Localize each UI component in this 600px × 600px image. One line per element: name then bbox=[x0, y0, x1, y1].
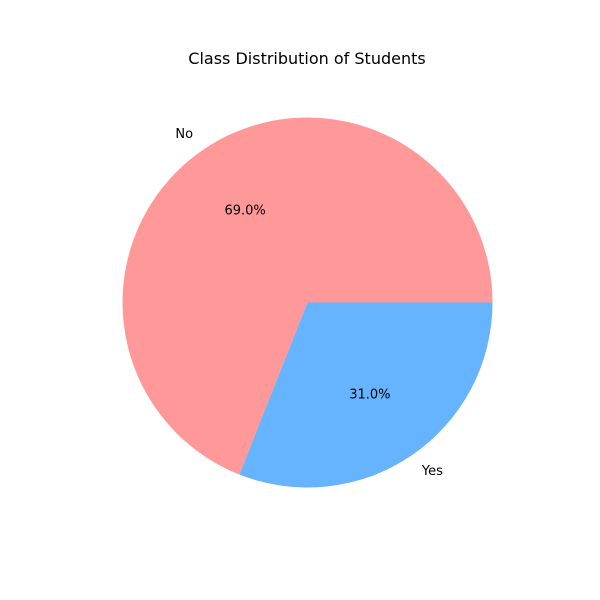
chart-title: Class Distribution of Students bbox=[188, 49, 425, 68]
pct-label-no: 69.0% bbox=[224, 204, 265, 219]
pie-slices bbox=[122, 117, 493, 488]
pie-labels: No 69.0% Yes 31.0% bbox=[175, 127, 443, 479]
slice-label-no: No bbox=[175, 127, 193, 142]
slice-label-yes: Yes bbox=[421, 464, 443, 479]
pie-slice-no bbox=[122, 117, 493, 475]
pct-label-yes: 31.0% bbox=[349, 387, 390, 402]
pie-slice-yes bbox=[239, 302, 493, 488]
